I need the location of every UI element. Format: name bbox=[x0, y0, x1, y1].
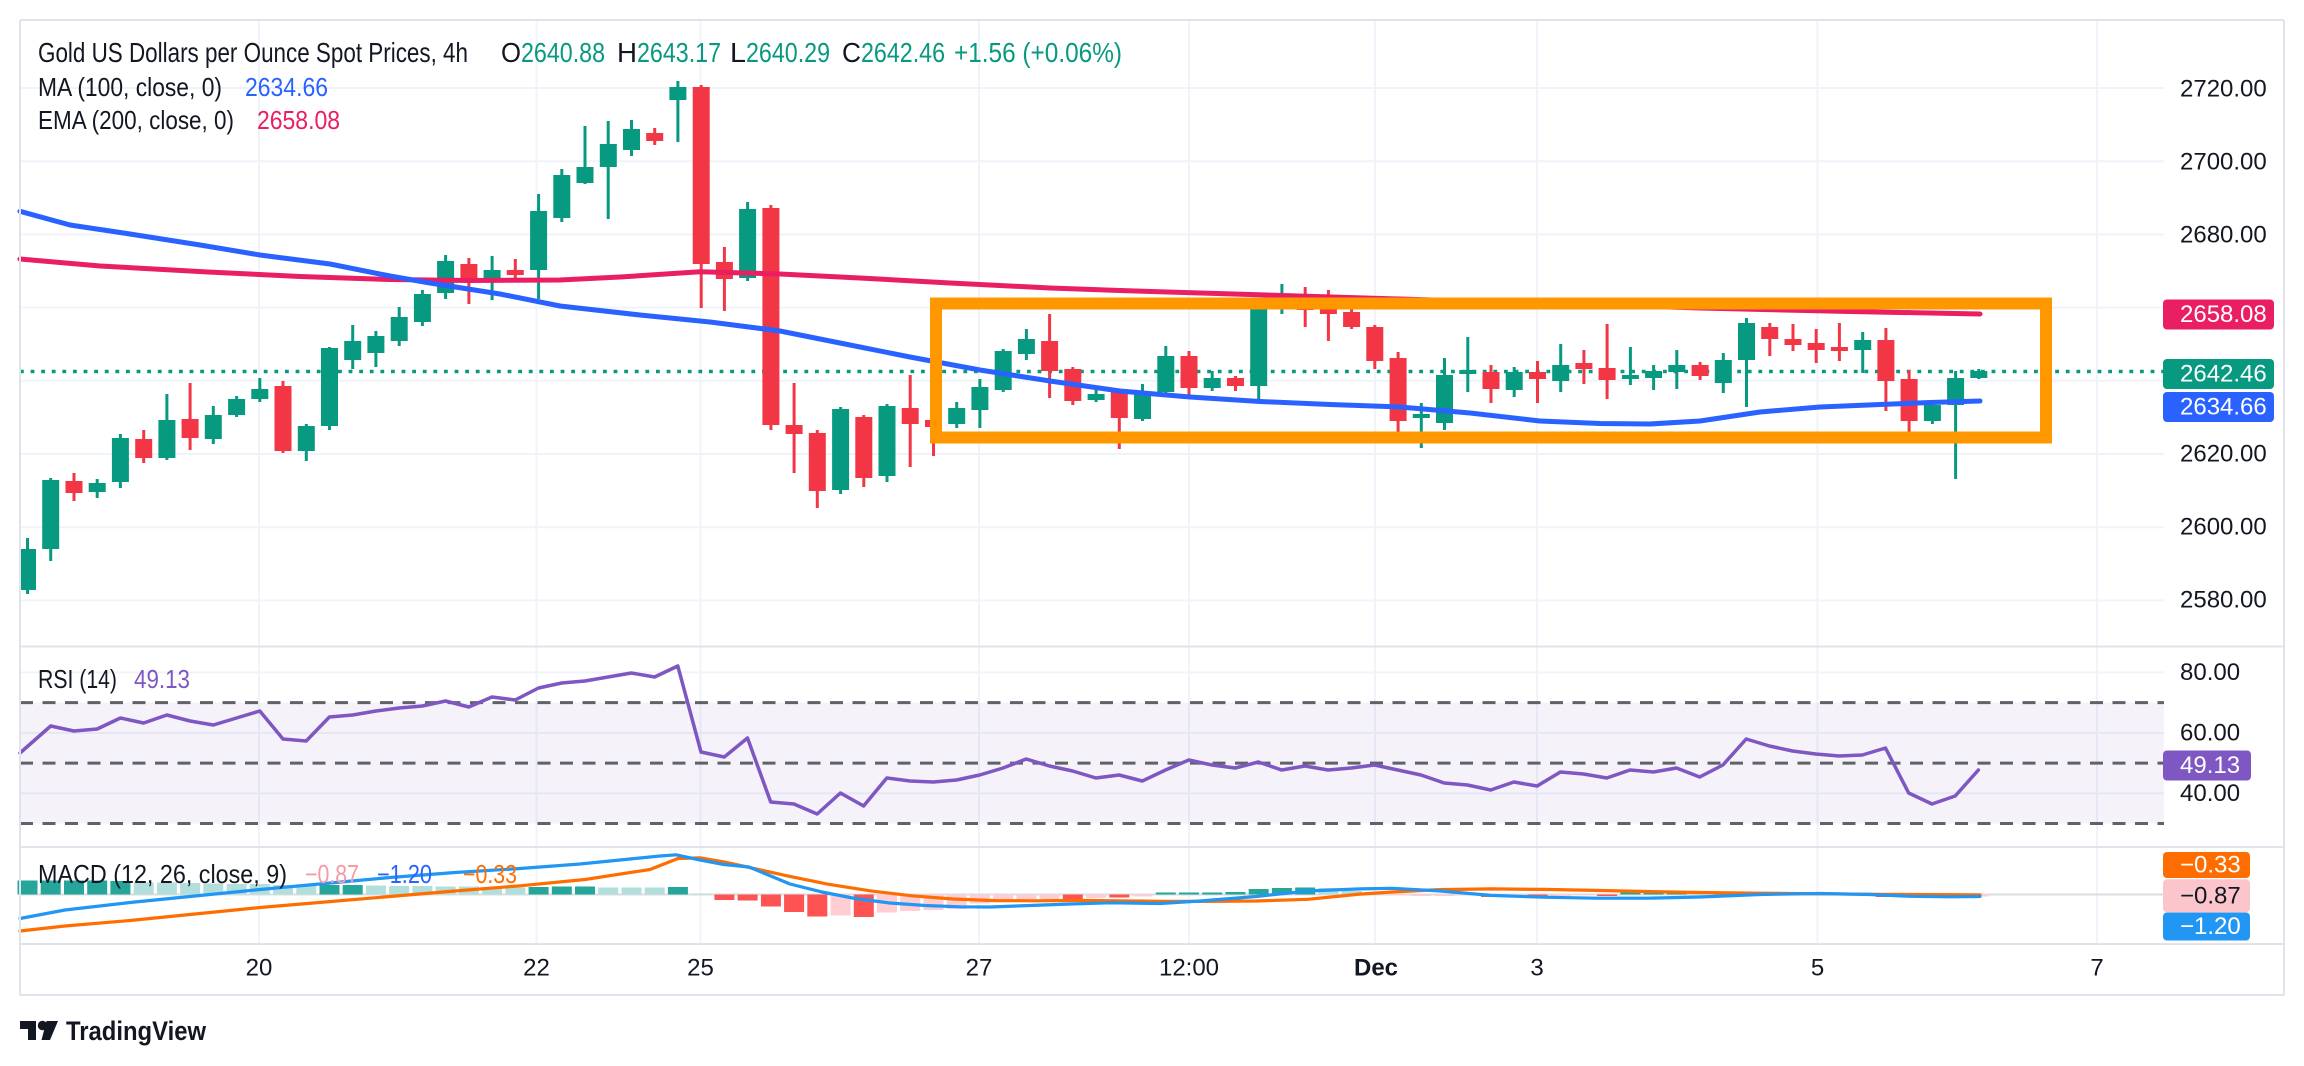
svg-text:MA (100, close, 0)2634.66: MA (100, close, 0) 2634.66 bbox=[38, 72, 328, 102]
svg-text:2658.08: 2658.08 bbox=[2180, 301, 2267, 328]
svg-text:2600.00: 2600.00 bbox=[2180, 514, 2267, 541]
svg-text:40.00: 40.00 bbox=[2180, 780, 2240, 807]
svg-text:2680.00: 2680.00 bbox=[2180, 222, 2267, 249]
svg-text:2620.00: 2620.00 bbox=[2180, 441, 2267, 468]
svg-text:49.13: 49.13 bbox=[2180, 752, 2240, 779]
svg-text:Dec: Dec bbox=[1354, 955, 1398, 982]
svg-text:RSI (14)49.13: RSI (14) 49.13 bbox=[38, 664, 190, 694]
svg-text:−1.20: −1.20 bbox=[2180, 913, 2241, 940]
svg-text:MACD (12, 26, close, 9)−0.87−1: MACD (12, 26, close, 9) −0.87 −1.20 −0.33 bbox=[38, 859, 517, 889]
svg-text:2700.00: 2700.00 bbox=[2180, 149, 2267, 176]
svg-text:20: 20 bbox=[246, 955, 273, 982]
svg-text:5: 5 bbox=[1811, 955, 1824, 982]
svg-text:7: 7 bbox=[2090, 955, 2103, 982]
svg-text:2580.00: 2580.00 bbox=[2180, 587, 2267, 614]
svg-text:60.00: 60.00 bbox=[2180, 720, 2240, 747]
svg-text:Gold US Dollars per Ounce Spot: Gold US Dollars per Ounce Spot Prices, 4… bbox=[38, 37, 1122, 68]
svg-text:EMA (200, close, 0)2658.08: EMA (200, close, 0) 2658.08 bbox=[38, 105, 340, 135]
svg-text:12:00: 12:00 bbox=[1159, 955, 1219, 982]
svg-text:27: 27 bbox=[966, 955, 993, 982]
svg-text:−0.87: −0.87 bbox=[2180, 882, 2241, 909]
svg-text:80.00: 80.00 bbox=[2180, 659, 2240, 686]
svg-text:TradingView: TradingView bbox=[66, 1016, 207, 1046]
svg-text:2642.46: 2642.46 bbox=[2180, 361, 2267, 388]
svg-text:3: 3 bbox=[1530, 955, 1543, 982]
svg-text:25: 25 bbox=[687, 955, 714, 982]
svg-text:2720.00: 2720.00 bbox=[2180, 76, 2267, 103]
svg-text:22: 22 bbox=[523, 955, 550, 982]
svg-text:−0.33: −0.33 bbox=[2180, 852, 2241, 879]
svg-text:2634.66: 2634.66 bbox=[2180, 394, 2267, 421]
